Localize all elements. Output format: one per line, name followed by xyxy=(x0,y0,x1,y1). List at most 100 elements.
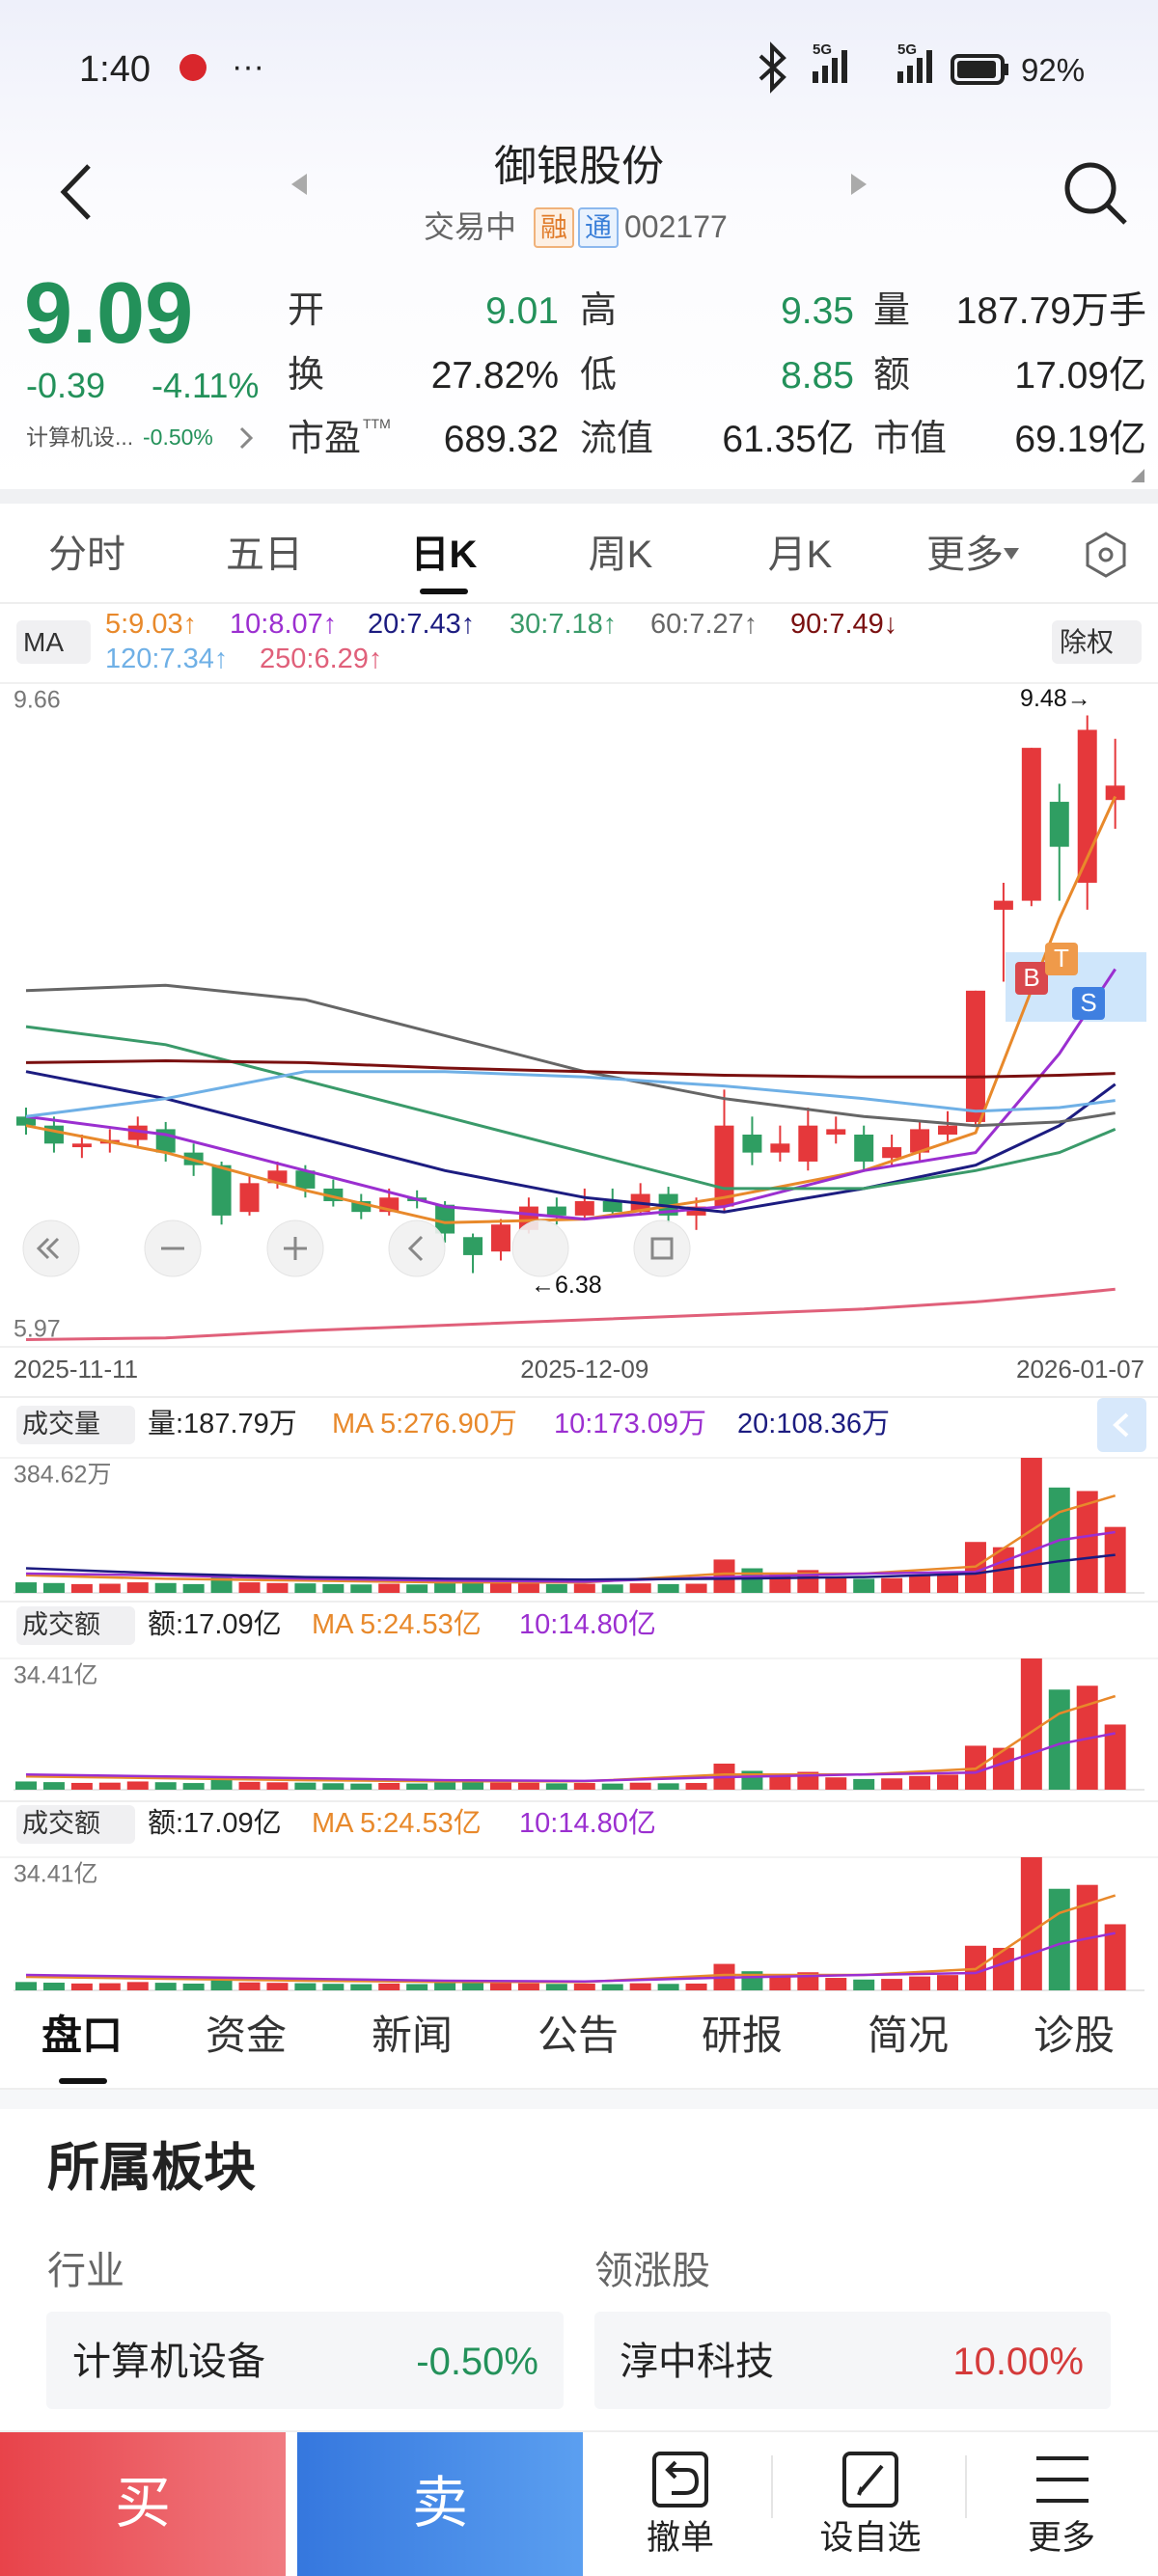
expand-corner[interactable] xyxy=(1131,469,1144,482)
ma-line xyxy=(25,1932,1116,1984)
volume-bar xyxy=(42,1983,65,1990)
volume-bar xyxy=(769,1975,791,1990)
trade-mark xyxy=(1015,962,1048,995)
panel-selector: 成交量 xyxy=(22,1410,100,1439)
field-value: 187.79万手 xyxy=(955,290,1146,332)
volume-bar xyxy=(15,1982,37,1990)
y-tick-label: 384.62万 xyxy=(14,1462,111,1489)
ma-line xyxy=(25,1070,1116,1118)
side-tab[interactable] xyxy=(1097,1398,1146,1452)
sector[interactable]: 计算机设... xyxy=(26,425,134,450)
back-button[interactable] xyxy=(60,164,91,220)
volume-bar xyxy=(15,1781,37,1790)
field-label: 市值 xyxy=(873,419,948,459)
volume-bar xyxy=(182,1783,205,1790)
panel-ma-label: MA 5:276.90万 xyxy=(332,1409,517,1439)
volume-bar xyxy=(573,1783,595,1790)
panel-selector-box[interactable] xyxy=(16,1606,135,1645)
price: 9.09 xyxy=(24,265,194,362)
prev-stock[interactable] xyxy=(291,174,307,195)
bottom-tab[interactable]: 盘口 xyxy=(41,2013,124,2058)
period-tab[interactable]: 更多 xyxy=(926,534,1004,576)
adjust-box[interactable] xyxy=(1052,620,1142,664)
volume-bar xyxy=(517,1583,539,1593)
nav-button[interactable] xyxy=(633,1219,691,1277)
field-value: 61.35亿 xyxy=(722,419,854,460)
volume-bar xyxy=(1020,1458,1042,1593)
search-button[interactable] xyxy=(1064,162,1127,225)
ma-label: 10:8.07↑ xyxy=(230,609,338,640)
period-tab[interactable]: 月K xyxy=(767,534,833,576)
candle-body xyxy=(1105,785,1125,801)
panel-selector-box[interactable] xyxy=(16,1805,135,1844)
indicator: MA xyxy=(23,627,64,657)
period-tab[interactable]: 周K xyxy=(588,534,653,576)
bottom-tab[interactable]: 研报 xyxy=(701,2013,784,2058)
volume-bar xyxy=(685,1783,707,1790)
period-tab[interactable]: 五日 xyxy=(226,534,303,576)
buy-button[interactable] xyxy=(0,2432,286,2576)
volume-bar xyxy=(350,1584,372,1593)
period-tab[interactable]: 分时 xyxy=(48,534,125,576)
bottom-tab[interactable]: 新闻 xyxy=(371,2013,454,2058)
next-stock[interactable] xyxy=(851,174,867,195)
volume-bar xyxy=(126,1582,149,1593)
period-tab[interactable]: 日K xyxy=(410,534,478,576)
y-tick-label: 34.41亿 xyxy=(14,1662,98,1689)
volume-bar xyxy=(70,1782,93,1790)
indicator-box[interactable] xyxy=(16,620,91,664)
volume-bar xyxy=(126,1781,149,1790)
volume-bar xyxy=(769,1774,791,1790)
panel-selector: 成交额 xyxy=(22,1809,100,1838)
nav-button[interactable] xyxy=(22,1219,80,1277)
panel-ma-label: 10:173.09万 xyxy=(554,1409,707,1439)
volume-bar xyxy=(601,1984,623,1990)
change: -0.39 xyxy=(26,366,106,405)
volume-bar xyxy=(238,1982,261,1990)
field-label: 低 xyxy=(580,355,618,396)
ma-label: 250:6.29↑ xyxy=(260,644,383,674)
volume-bar xyxy=(434,1782,456,1790)
volume-bar xyxy=(881,1577,903,1593)
volume-bar xyxy=(322,1783,345,1790)
volume-bar xyxy=(489,1782,511,1790)
candle-body xyxy=(435,1204,455,1234)
bottom-tab[interactable]: 资金 xyxy=(205,2013,288,2058)
trade-mark-label: S xyxy=(1080,988,1096,1017)
panel-ma-label: MA 5:24.53亿 xyxy=(312,1609,482,1640)
field-value: 8.85 xyxy=(781,355,854,397)
leader-card[interactable] xyxy=(594,2312,1111,2409)
nav-button[interactable] xyxy=(388,1219,446,1277)
volume-bar xyxy=(210,1978,233,1990)
volume-bar xyxy=(545,1984,567,1990)
ma-line xyxy=(25,1732,1116,1783)
separator xyxy=(0,489,1158,504)
candle-body xyxy=(854,1134,874,1162)
bottom-tab[interactable]: 简况 xyxy=(867,2013,950,2058)
panel-selector-box[interactable] xyxy=(16,1406,135,1444)
volume-bar xyxy=(545,1583,567,1593)
bottom-tab[interactable]: 诊股 xyxy=(1033,2013,1116,2058)
settings-icon[interactable] xyxy=(1086,532,1126,578)
action-label[interactable]: 更多 xyxy=(1027,2519,1096,2557)
field-label: 高 xyxy=(580,290,618,331)
candle-body xyxy=(770,1143,790,1153)
action-label[interactable]: 撤单 xyxy=(646,2519,715,2557)
max-label: 9.48→ xyxy=(1020,685,1091,712)
industry-card[interactable] xyxy=(46,2312,564,2409)
candle-body xyxy=(463,1237,483,1255)
bottom-tab[interactable]: 公告 xyxy=(537,2013,620,2058)
x-tick-label: 2025-11-11 xyxy=(14,1355,138,1384)
volume-bar xyxy=(98,1983,121,1990)
field-value: 689.32 xyxy=(443,419,559,460)
volume-bar xyxy=(266,1582,289,1593)
volume-bar xyxy=(517,1782,539,1790)
volume-bar xyxy=(629,1583,651,1593)
volume-bar xyxy=(1076,1491,1098,1593)
sell-button[interactable] xyxy=(297,2432,583,2576)
nav-button[interactable] xyxy=(511,1219,569,1277)
ma-label: 20:7.43↑ xyxy=(368,609,476,640)
candle-body xyxy=(1049,802,1069,847)
action-label[interactable]: 设自选 xyxy=(819,2519,922,2557)
